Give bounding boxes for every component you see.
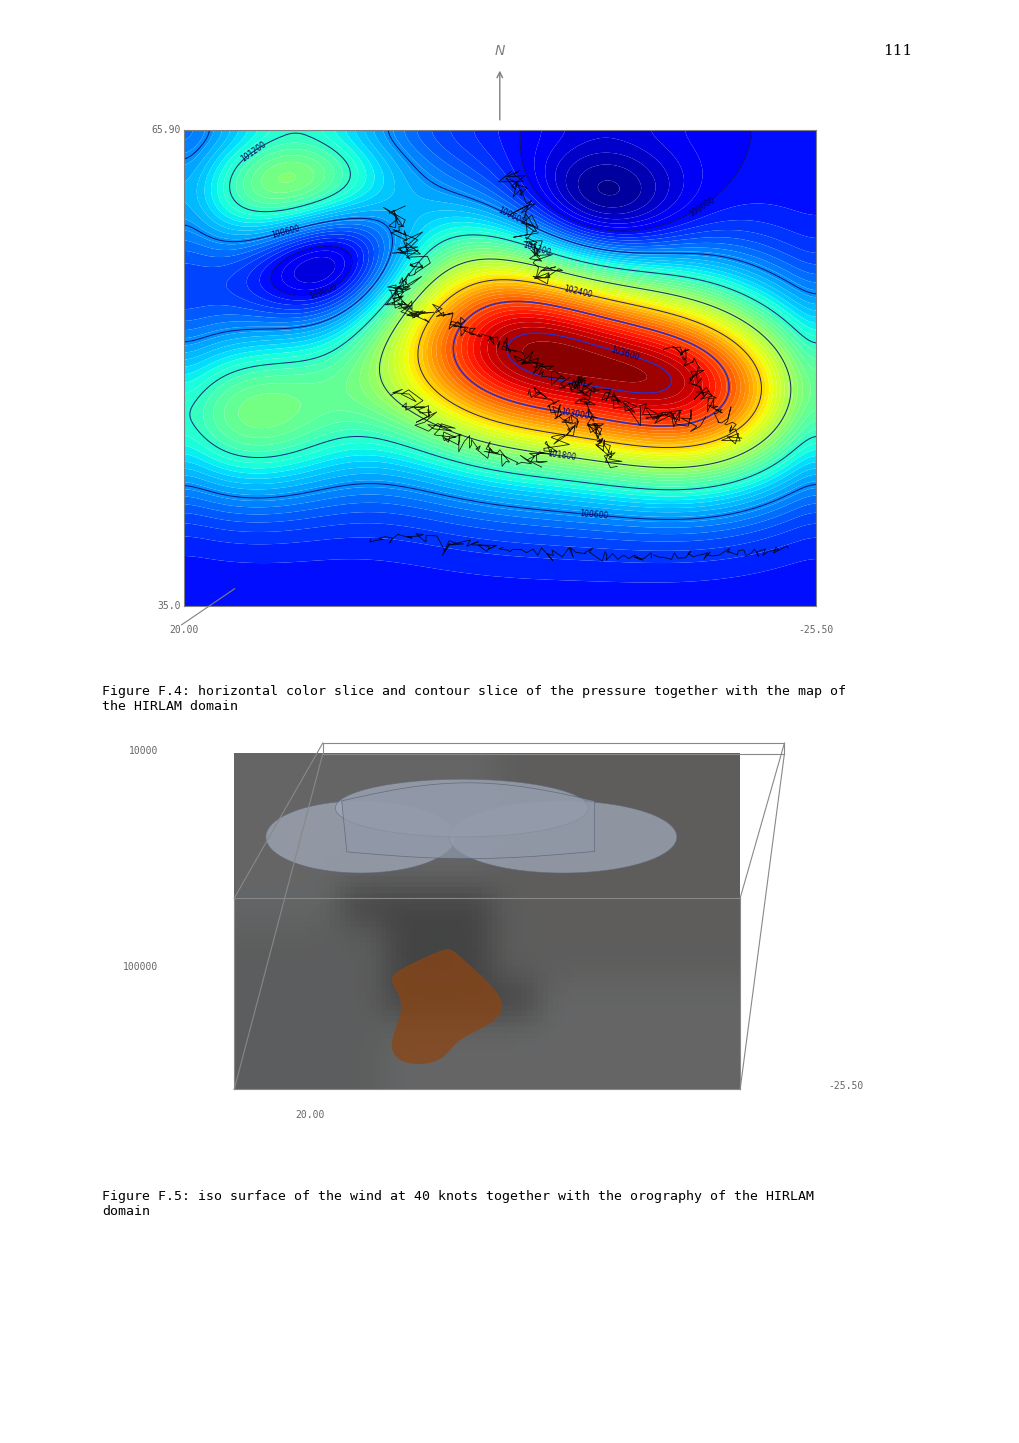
Text: -25.50: -25.50 [798,625,833,635]
Text: 103000: 103000 [558,407,589,421]
Text: Figure F.4: horizontal color slice and contour slice of the pressure together wi: Figure F.4: horizontal color slice and c… [102,685,845,713]
Text: 100600: 100600 [495,205,526,227]
Text: 103600: 103600 [608,345,639,362]
Text: 100600: 100600 [578,509,608,521]
Text: 20.00: 20.00 [169,625,198,635]
Text: 102400: 102400 [561,284,592,300]
Text: 100000: 100000 [308,283,338,302]
PathPatch shape [341,784,594,859]
Text: N: N [494,43,504,58]
Text: 111: 111 [882,43,911,58]
PathPatch shape [391,949,501,1063]
Text: 10000: 10000 [128,746,158,756]
PathPatch shape [448,801,677,873]
Text: 35.0: 35.0 [157,602,180,610]
Text: 100000: 100000 [686,195,715,218]
Text: 101200: 101200 [238,140,268,163]
Text: 101800: 101800 [546,449,576,462]
Text: Figure F.5: iso surface of the wind at 40 knots together with the orography of t: Figure F.5: iso surface of the wind at 4… [102,1190,813,1218]
Text: 20.00: 20.00 [296,1110,324,1120]
PathPatch shape [335,779,588,837]
Text: 65.90: 65.90 [151,126,180,134]
Text: 100000: 100000 [123,962,158,973]
Text: 100600: 100600 [270,224,301,240]
Text: -25.50: -25.50 [827,1081,863,1091]
PathPatch shape [266,801,455,873]
Text: 101200: 101200 [521,240,551,257]
